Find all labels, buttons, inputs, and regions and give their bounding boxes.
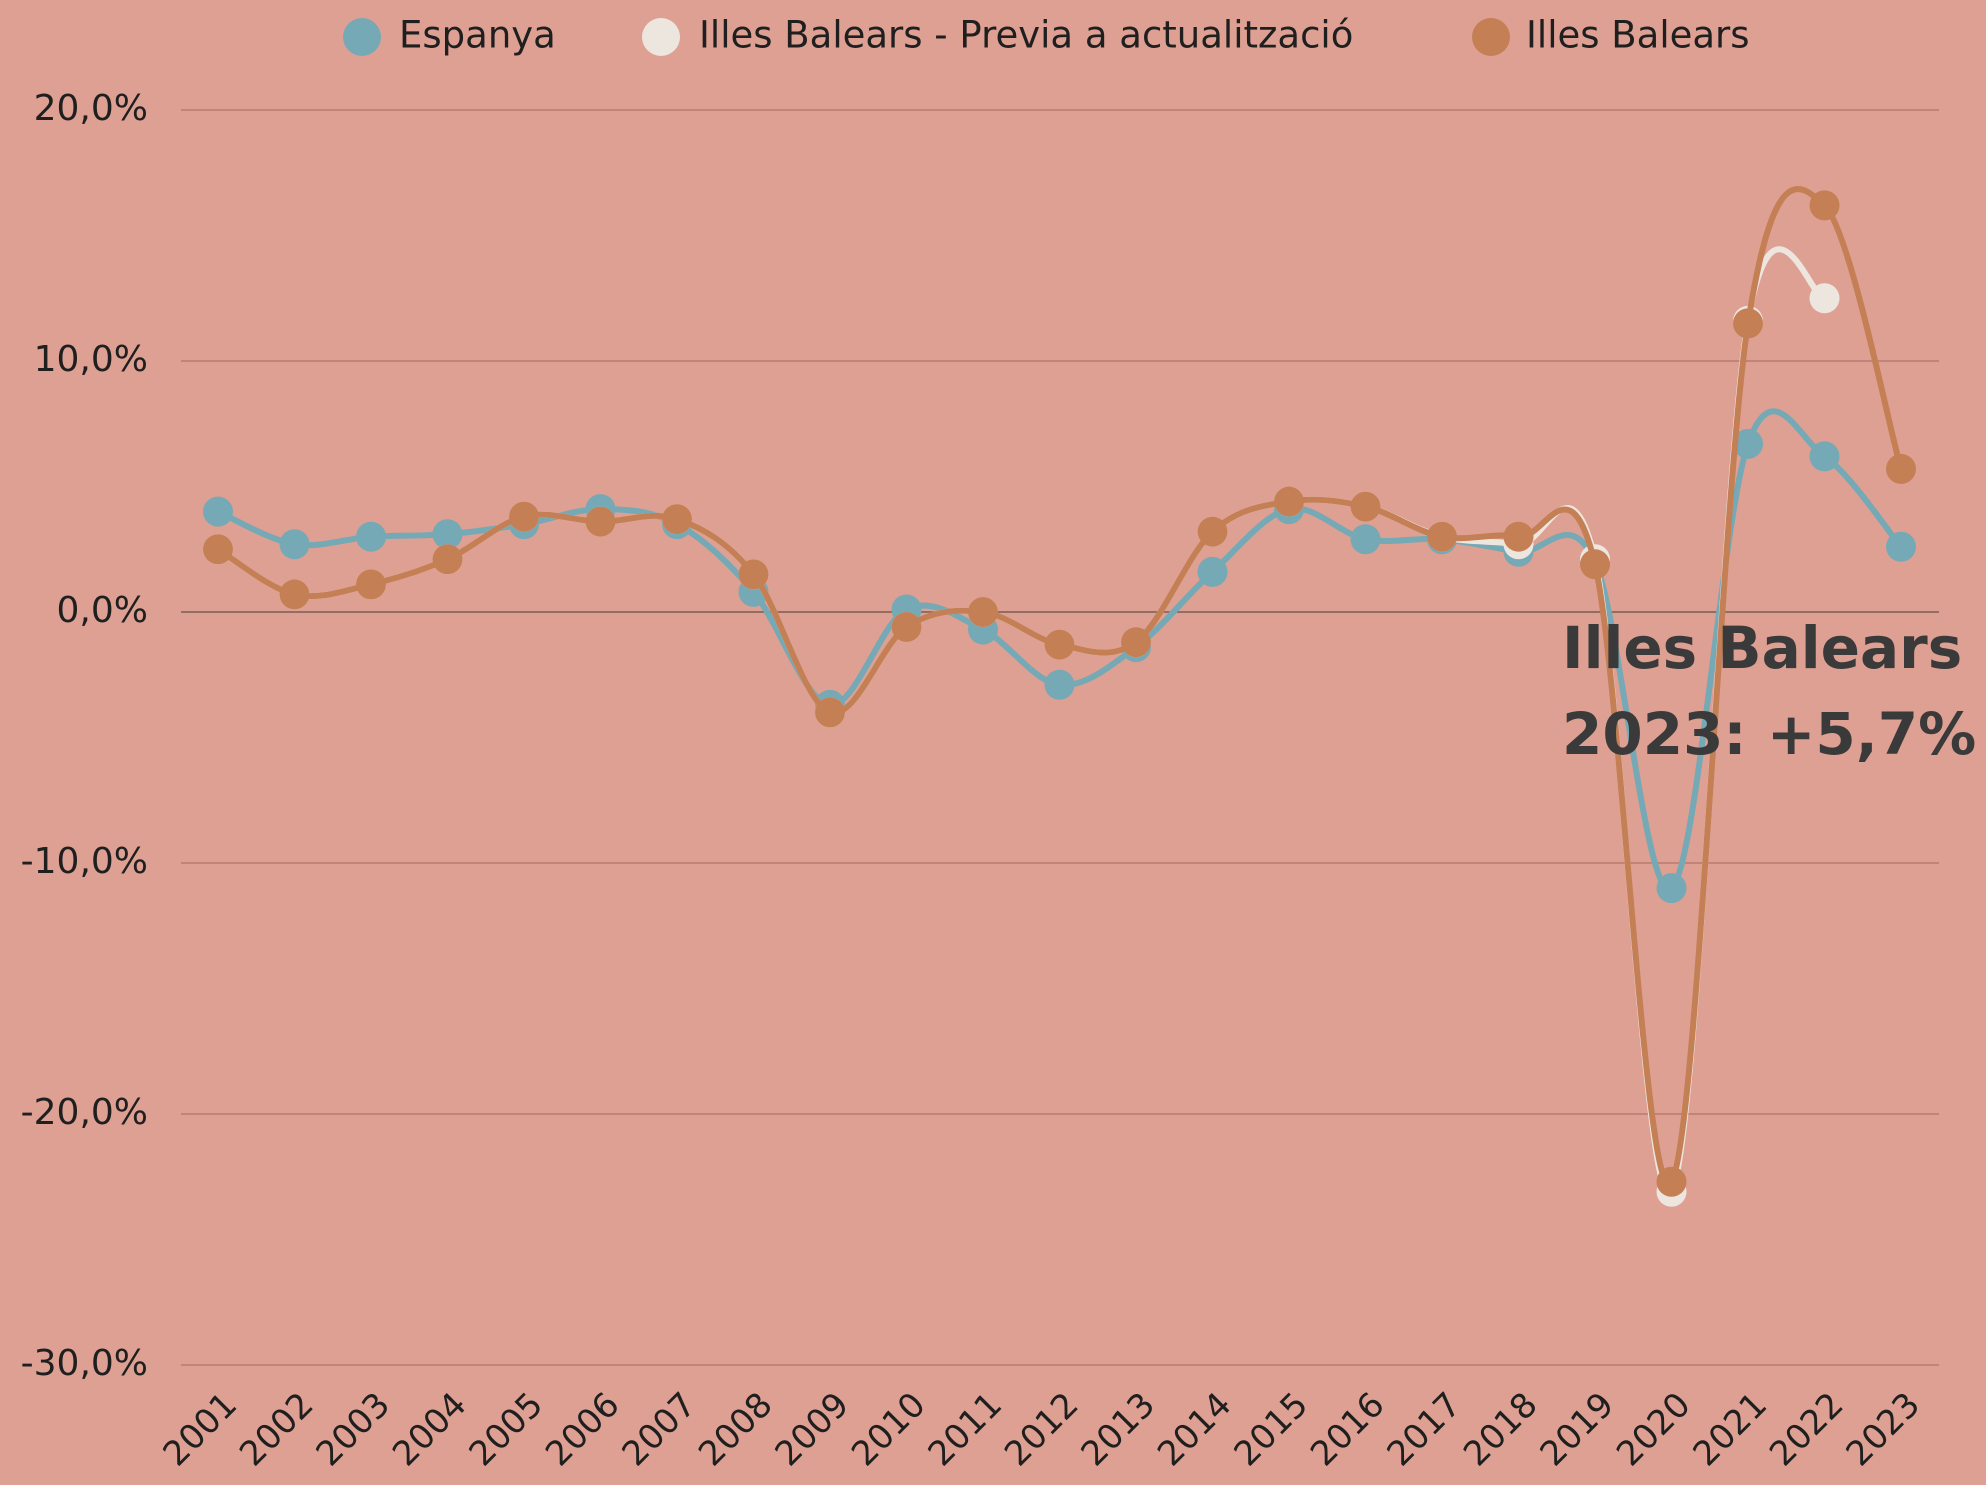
y-tick-label: -10,0% (21, 841, 148, 882)
point (1044, 669, 1075, 700)
point (1197, 556, 1228, 587)
point (279, 579, 310, 610)
x-tick-label: 2013 (1074, 1385, 1163, 1474)
point (1656, 873, 1687, 904)
point (1809, 190, 1840, 221)
x-tick-label: 2022 (1762, 1385, 1851, 1474)
point (968, 597, 998, 627)
point (1733, 428, 1763, 459)
x-tick-label: 2016 (1303, 1385, 1392, 1474)
legend-marker (1472, 18, 1510, 56)
x-tick-label: 2017 (1380, 1385, 1469, 1474)
x-tick-label: 2021 (1686, 1385, 1775, 1474)
point (1350, 524, 1381, 555)
point (891, 612, 922, 643)
x-tick-label: 2019 (1533, 1385, 1622, 1474)
x-tick-label: 2001 (156, 1385, 245, 1474)
x-tick-label: 2006 (538, 1385, 627, 1474)
point (1274, 486, 1304, 517)
legend-label: Espanya (399, 14, 556, 57)
point (662, 504, 692, 535)
point (356, 521, 386, 552)
legend-label: Illes Balears - Previa a actualització (699, 14, 1353, 57)
point (509, 501, 539, 532)
x-tick-label: 2007 (615, 1385, 704, 1474)
point (1580, 549, 1610, 580)
x-tick-label: 2015 (1227, 1385, 1316, 1474)
point (1656, 1166, 1687, 1197)
x-tick-label: 2011 (921, 1385, 1010, 1474)
point (1044, 629, 1075, 660)
x-tick-label: 2005 (462, 1385, 551, 1474)
x-tick-label: 2018 (1456, 1385, 1545, 1474)
y-tick-label: -20,0% (21, 1092, 148, 1133)
legend-label: Illes Balears (1526, 14, 1750, 57)
point (1350, 491, 1381, 522)
x-tick-label: 2008 (691, 1385, 780, 1474)
x-tick-label: 2023 (1839, 1385, 1928, 1474)
point (1886, 453, 1916, 484)
x-tick-label: 2020 (1609, 1385, 1698, 1474)
point (1197, 516, 1228, 547)
point (432, 519, 463, 550)
point (815, 697, 845, 728)
x-tick-label: 2009 (768, 1385, 857, 1474)
legend-marker (642, 18, 680, 56)
point (1427, 521, 1457, 552)
point (203, 496, 233, 527)
x-tick-label: 2002 (232, 1385, 321, 1474)
annotation: Illes Balears (1562, 614, 1962, 682)
point (279, 529, 310, 560)
legend-marker (343, 18, 381, 56)
x-tick-label: 2004 (385, 1385, 474, 1474)
point (1503, 521, 1534, 552)
point (356, 569, 386, 600)
y-tick-label: 20,0% (34, 88, 148, 129)
point (1809, 441, 1840, 472)
x-tick-label: 2014 (1150, 1385, 1239, 1474)
point (1809, 283, 1840, 314)
point (203, 534, 233, 565)
x-tick-label: 2010 (844, 1385, 933, 1474)
x-tick-label: 2003 (309, 1385, 398, 1474)
y-tick-label: 10,0% (34, 339, 148, 380)
point (738, 559, 769, 590)
x-tick-label: 2012 (997, 1385, 1086, 1474)
point (1733, 308, 1763, 339)
y-tick-label: 0,0% (57, 590, 148, 631)
y-tick-label: -30,0% (21, 1343, 148, 1384)
point (1886, 531, 1916, 562)
annotation: 2023: +5,7% (1562, 700, 1976, 768)
point (432, 544, 463, 575)
point (585, 506, 616, 537)
point (1121, 627, 1151, 658)
